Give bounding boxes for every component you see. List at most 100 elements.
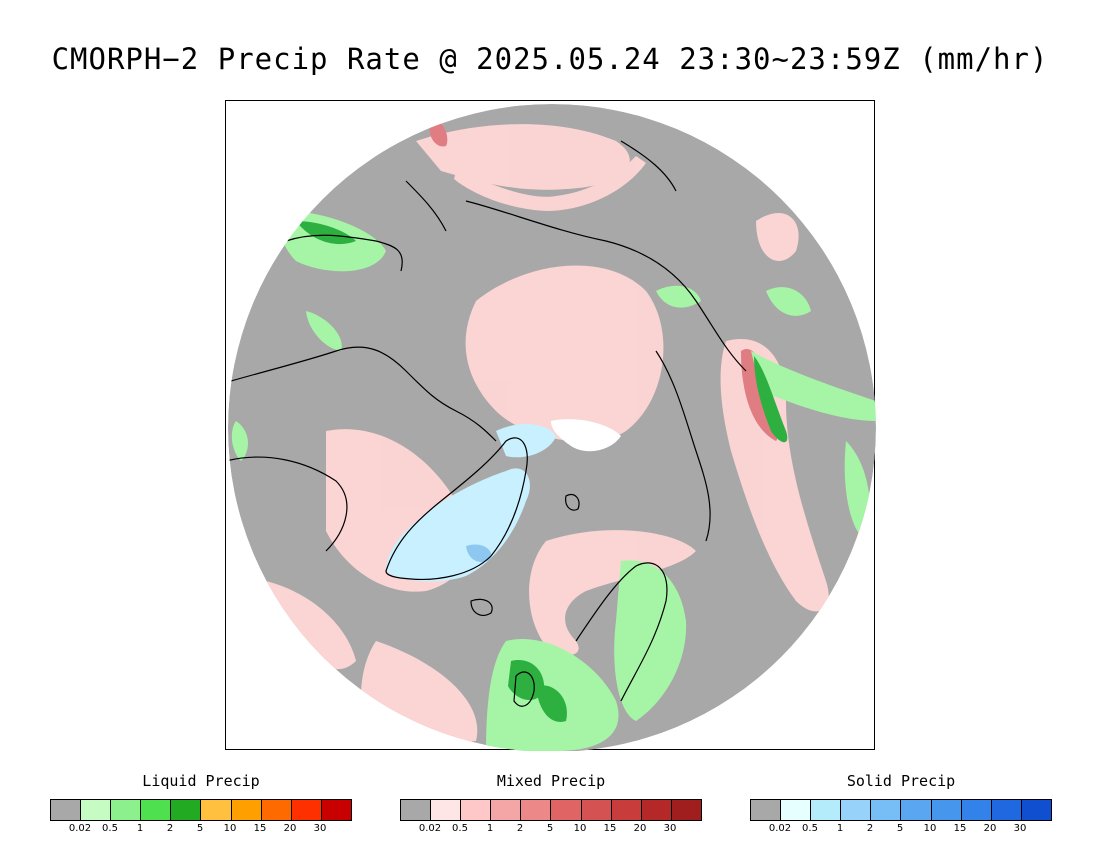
legend-swatch bbox=[81, 800, 112, 820]
legend-tick-label: 0.02 bbox=[418, 823, 442, 834]
legend-swatch bbox=[231, 800, 262, 820]
legend-tick-label: 1 bbox=[486, 823, 494, 834]
legend-tick-label: 5 bbox=[546, 823, 554, 834]
legend-swatch bbox=[961, 800, 992, 820]
legend-tick-label: 20 bbox=[283, 823, 297, 834]
liquid-heavy-region bbox=[536, 685, 567, 722]
legend-swatch bbox=[1021, 800, 1051, 820]
coastline-kamchatka bbox=[620, 140, 677, 192]
legend-tick-label: 15 bbox=[603, 823, 617, 834]
map-title: CMORPH−2 Precip Rate @ 2025.05.24 23:30~… bbox=[51, 42, 1049, 76]
legend-swatch bbox=[671, 800, 701, 820]
legend-tick-label: 0.02 bbox=[768, 823, 792, 834]
legend-swatch bbox=[931, 800, 962, 820]
legend-swatch bbox=[291, 800, 322, 820]
color-bar bbox=[400, 799, 702, 821]
coastline-greenland bbox=[385, 437, 528, 580]
legend-title: Liquid Precip bbox=[142, 772, 260, 790]
legend-tick-label: 2 bbox=[166, 823, 174, 834]
solid-heavy-region bbox=[466, 544, 492, 563]
color-bar bbox=[50, 799, 352, 821]
tick-labels: 0.02 0.5 1 2 5 10 15 20 30 bbox=[750, 823, 1050, 837]
legend-tick-label: 30 bbox=[1013, 823, 1027, 834]
coastline-alaska bbox=[285, 234, 403, 272]
legend-swatch bbox=[401, 800, 432, 820]
legend-tick-label: 20 bbox=[983, 823, 997, 834]
legend-tick-label: 0.5 bbox=[802, 823, 818, 834]
legend-swatch bbox=[581, 800, 612, 820]
legend-tick-label: 1 bbox=[836, 823, 844, 834]
liquid-region bbox=[656, 285, 701, 308]
legend-tick-label: 0.5 bbox=[102, 823, 118, 834]
mixed-region bbox=[465, 265, 664, 442]
legend-swatch bbox=[431, 800, 462, 820]
mixed-region bbox=[756, 212, 799, 261]
mixed-precip-layer bbox=[264, 124, 829, 751]
legend-swatch bbox=[871, 800, 902, 820]
legend-tick-label: 10 bbox=[223, 823, 237, 834]
legend-tick-label: 10 bbox=[923, 823, 937, 834]
legend-title: Solid Precip bbox=[846, 772, 956, 790]
legend-mixed: Mixed Precip 0.02 0.5 1 2 5 10 15 20 30 bbox=[400, 772, 702, 837]
legend-tick-label: 15 bbox=[253, 823, 267, 834]
map-disc bbox=[228, 104, 876, 751]
legend-liquid: Liquid Precip 0.02 0.5 1 2 5 10 15 20 30 bbox=[50, 772, 352, 837]
mixed-region bbox=[416, 124, 630, 190]
liquid-heavy-region bbox=[508, 660, 545, 701]
legend-swatch bbox=[901, 800, 932, 820]
liquid-region bbox=[766, 287, 811, 316]
liquid-heavy-region bbox=[754, 356, 788, 443]
coastline-russia-north bbox=[655, 350, 711, 542]
legend-tick-label: 10 bbox=[573, 823, 587, 834]
coastline-scandinavia bbox=[575, 562, 668, 702]
solid-region bbox=[496, 424, 556, 458]
legend-tick-label: 5 bbox=[896, 823, 904, 834]
mixed-region bbox=[454, 156, 646, 211]
legend-tick-label: 30 bbox=[313, 823, 327, 834]
legend-swatch bbox=[261, 800, 292, 820]
legend-tick-label: 0.5 bbox=[452, 823, 468, 834]
coastline-uk bbox=[513, 671, 535, 707]
legend-swatch bbox=[141, 800, 172, 820]
legend-swatch bbox=[521, 800, 552, 820]
liquid-region bbox=[751, 351, 876, 421]
coastlines bbox=[228, 140, 747, 707]
legend-title: Mixed Precip bbox=[496, 772, 606, 790]
tick-labels: 0.02 0.5 1 2 5 10 15 20 30 bbox=[50, 823, 350, 837]
mixed-region bbox=[529, 530, 696, 656]
coastline-bering bbox=[405, 180, 447, 232]
mixed-region bbox=[264, 581, 356, 670]
precip-map bbox=[225, 100, 876, 751]
liquid-heavy-region bbox=[296, 221, 356, 245]
legend-swatch bbox=[461, 800, 492, 820]
coastline-iceland bbox=[470, 598, 493, 616]
polar-map-svg bbox=[228, 104, 876, 751]
legend-swatch bbox=[841, 800, 872, 820]
legend-swatch bbox=[751, 800, 782, 820]
legend-swatch bbox=[171, 800, 202, 820]
liquid-heavy-layer bbox=[296, 221, 788, 722]
legend-swatch bbox=[641, 800, 672, 820]
legend-swatch bbox=[321, 800, 351, 820]
legend-swatch bbox=[491, 800, 522, 820]
legend-swatch bbox=[111, 800, 142, 820]
legend-tick-label: 5 bbox=[196, 823, 204, 834]
legend-swatch bbox=[811, 800, 842, 820]
coastline-canada-arctic bbox=[230, 346, 497, 442]
legend-tick-label: 2 bbox=[866, 823, 874, 834]
liquid-region bbox=[844, 441, 870, 541]
solid-region bbox=[551, 419, 621, 452]
legend-swatch bbox=[551, 800, 582, 820]
legend-swatch bbox=[201, 800, 232, 820]
coastline-siberia bbox=[465, 200, 747, 372]
legend-tick-label: 15 bbox=[953, 823, 967, 834]
mixed-region bbox=[720, 339, 829, 612]
legend-tick-label: 20 bbox=[633, 823, 647, 834]
legend-swatch bbox=[991, 800, 1022, 820]
mixed-heavy-region bbox=[429, 120, 448, 147]
tick-labels: 0.02 0.5 1 2 5 10 15 20 30 bbox=[400, 823, 700, 837]
legend-solid: Solid Precip 0.02 0.5 1 2 5 10 15 20 30 bbox=[750, 772, 1052, 837]
color-bar bbox=[750, 799, 1052, 821]
legend-swatch bbox=[611, 800, 642, 820]
legend-tick-label: 0.02 bbox=[68, 823, 92, 834]
